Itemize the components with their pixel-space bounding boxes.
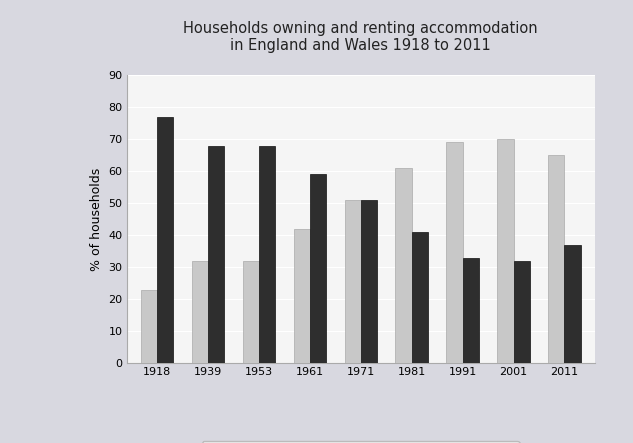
Bar: [208, 146, 224, 363]
Bar: [192, 261, 208, 363]
Bar: [310, 175, 326, 363]
Y-axis label: % of households: % of households: [90, 167, 103, 271]
Bar: [446, 143, 463, 363]
Bar: [141, 290, 157, 363]
Bar: [157, 117, 173, 363]
Bar: [513, 261, 530, 363]
Bar: [565, 245, 580, 363]
Bar: [548, 155, 565, 363]
Bar: [294, 229, 310, 363]
Bar: [463, 258, 479, 363]
Bar: [361, 200, 377, 363]
Bar: [498, 139, 513, 363]
Bar: [242, 261, 259, 363]
Bar: [396, 168, 411, 363]
Bar: [259, 146, 275, 363]
Text: Households owning and renting accommodation
in England and Wales 1918 to 2011: Households owning and renting accommodat…: [184, 21, 538, 53]
Bar: [344, 200, 361, 363]
Bar: [411, 232, 428, 363]
Legend: households in owned
accommodation, households in rented
accommodation: households in owned accommodation, house…: [202, 442, 520, 443]
